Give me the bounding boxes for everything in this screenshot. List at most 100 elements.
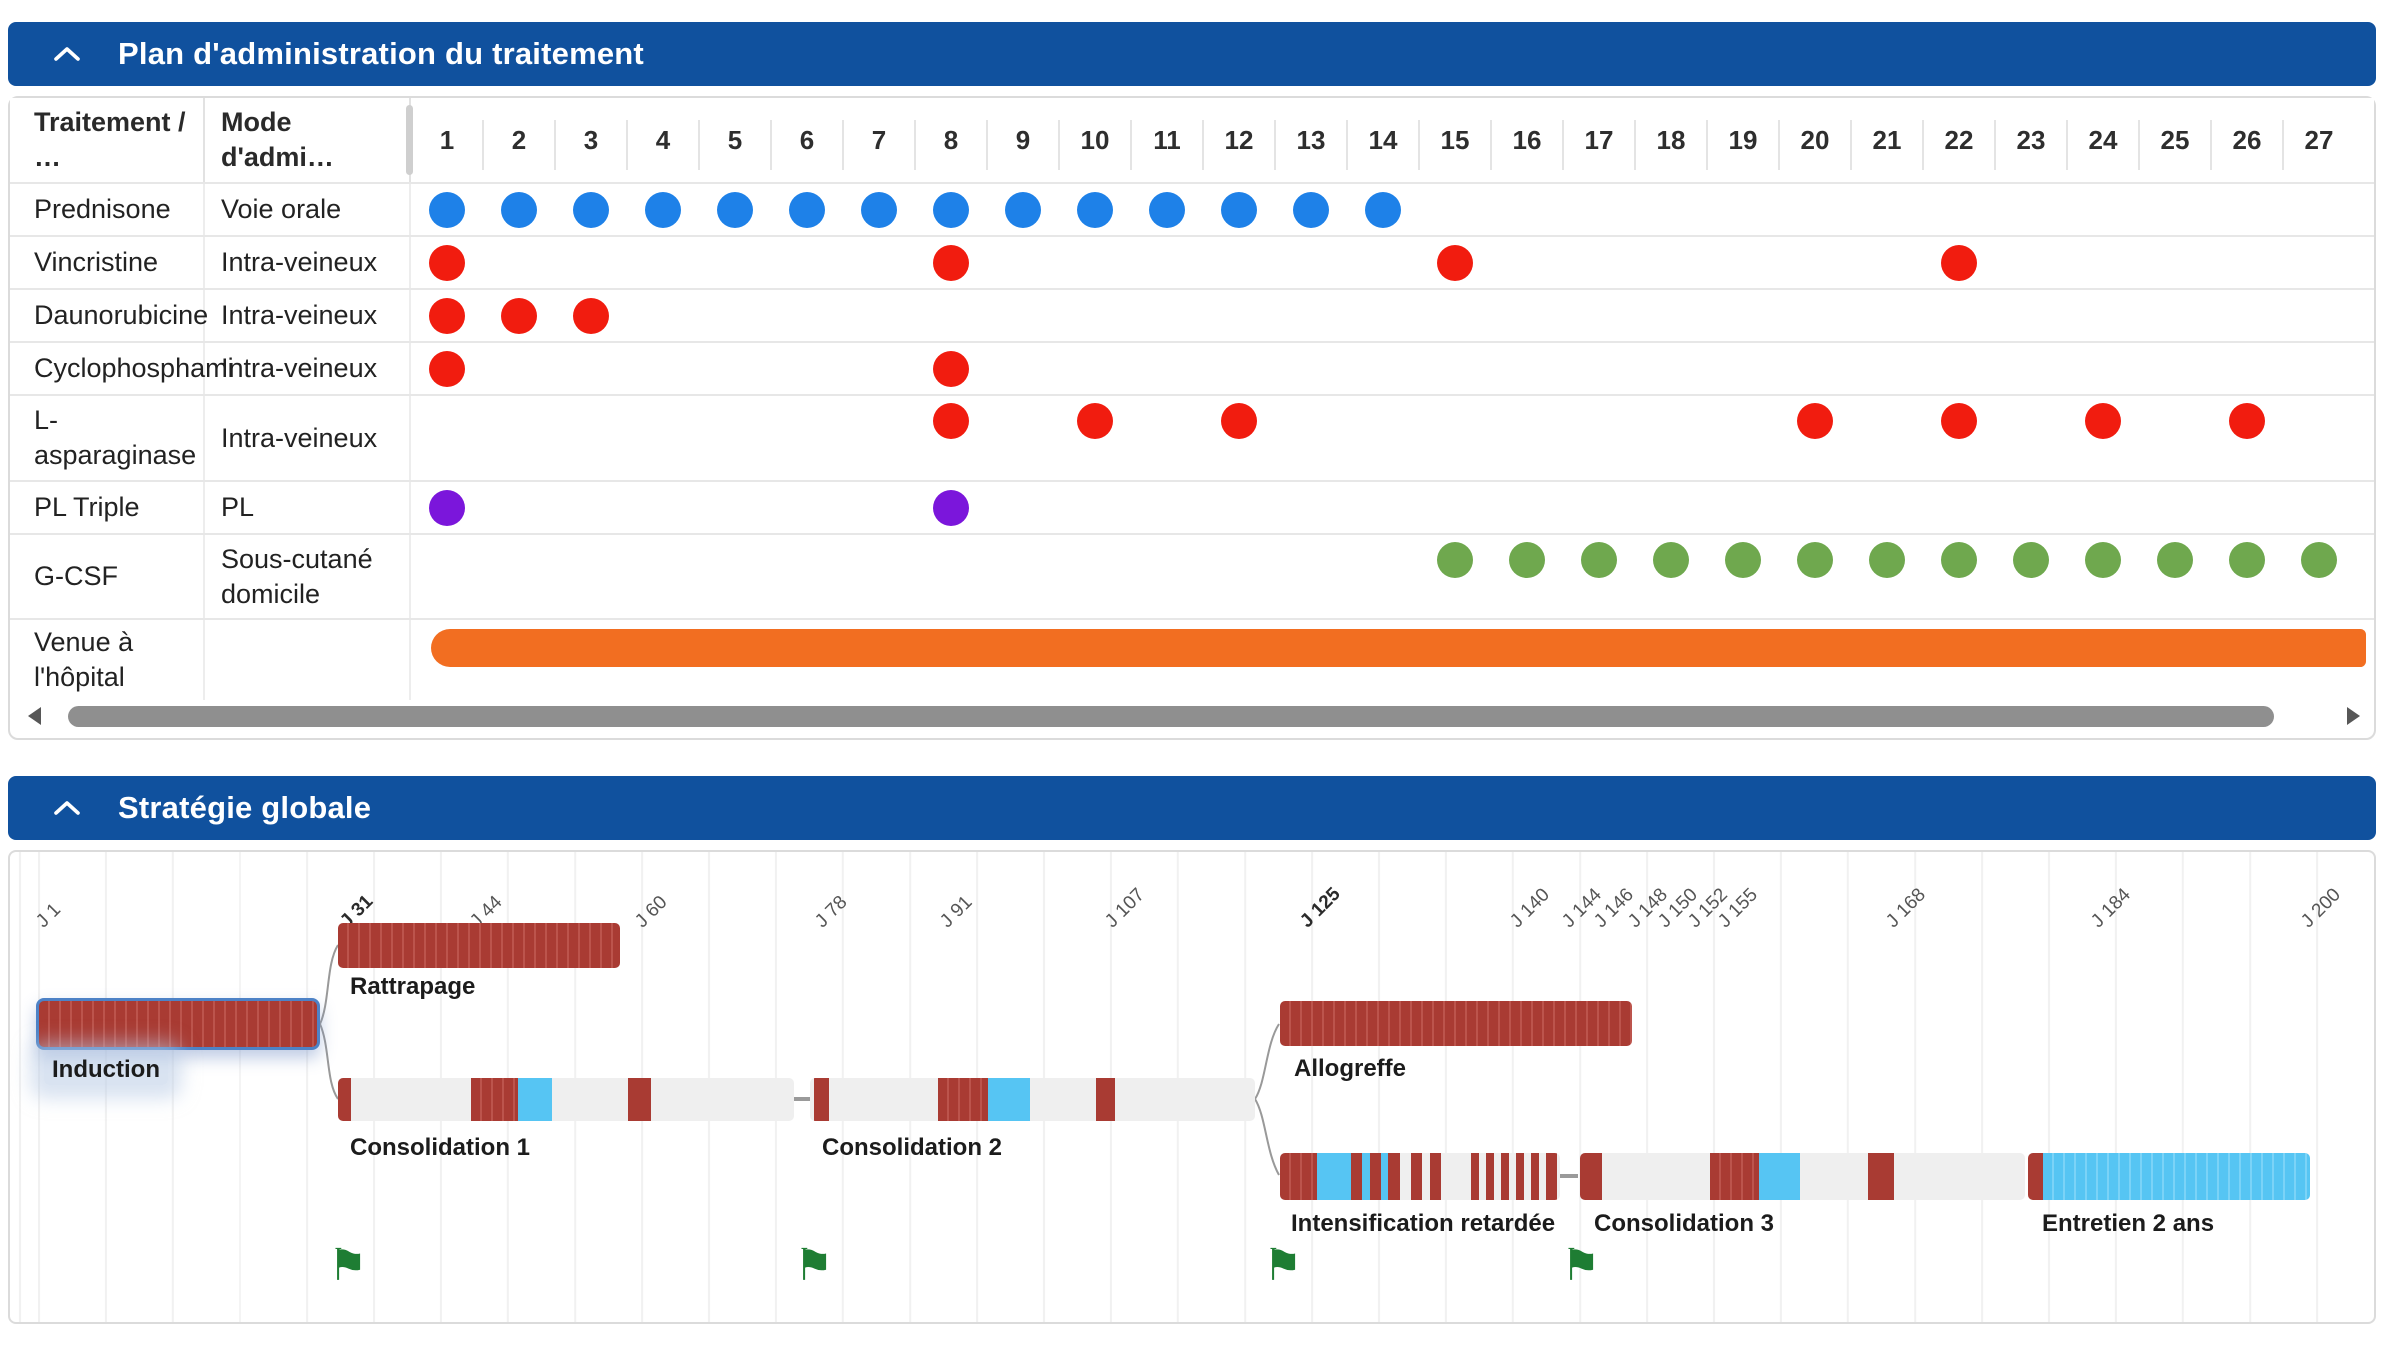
- day-column-header: 3: [554, 98, 627, 182]
- dose-dot[interactable]: [1941, 403, 1977, 439]
- day-grid: [411, 482, 2374, 533]
- treatment-plan-section-header[interactable]: Plan d'administration du traitement: [8, 22, 2376, 86]
- admin-mode: Sous-cutané domicile: [205, 535, 411, 618]
- dose-dot[interactable]: [933, 350, 969, 387]
- day-grid: [411, 535, 2374, 618]
- phase-segment: [1351, 1153, 1362, 1200]
- dose-dot[interactable]: [1437, 244, 1473, 281]
- day-column-header: 22: [1922, 98, 1995, 182]
- axis-day-label: J 140: [1506, 884, 1554, 933]
- dose-dot[interactable]: [1149, 191, 1185, 228]
- dose-dot[interactable]: [1941, 244, 1977, 281]
- gantt-bar-induction[interactable]: [36, 998, 320, 1050]
- dose-dot[interactable]: [933, 403, 969, 439]
- axis-day-label: J 125: [1296, 883, 1345, 933]
- gantt-strip-entretien-2-ans[interactable]: [2028, 1153, 2310, 1200]
- dose-dot[interactable]: [1221, 403, 1257, 439]
- dose-dot[interactable]: [2085, 542, 2121, 578]
- dose-dot[interactable]: [2085, 403, 2121, 439]
- chevron-up-icon[interactable]: [50, 797, 84, 819]
- dose-dot[interactable]: [429, 350, 465, 387]
- dose-dot[interactable]: [573, 297, 609, 334]
- phase-segment: [1580, 1153, 1602, 1200]
- panel-title: Plan d'administration du traitement: [118, 36, 644, 71]
- day-grid: [411, 290, 2374, 341]
- phase-label-induction: Induction: [44, 1055, 168, 1085]
- dose-dot[interactable]: [2229, 403, 2265, 439]
- gantt-strip-consolidation-2[interactable]: [810, 1078, 1255, 1121]
- dose-dot[interactable]: [789, 191, 825, 228]
- milestone-flag-icon: ⚑: [328, 1240, 368, 1291]
- column-resize-handle[interactable]: [406, 105, 413, 175]
- axis-day-label: J 91: [936, 891, 977, 933]
- phase-segment: [1759, 1153, 1800, 1200]
- day-column-header: 25: [2138, 98, 2211, 182]
- dose-dot[interactable]: [933, 489, 969, 526]
- dose-dot[interactable]: [1005, 191, 1041, 228]
- treatment-name: Cyclophosphami: [10, 343, 234, 394]
- dose-dot[interactable]: [429, 297, 465, 334]
- dose-dot[interactable]: [645, 191, 681, 228]
- dose-dot[interactable]: [429, 244, 465, 281]
- dose-dot[interactable]: [573, 191, 609, 228]
- dose-dot[interactable]: [1869, 542, 1905, 578]
- day-column-header: 27: [2282, 98, 2355, 182]
- table-header-row: Traitement / … Mode d'admi… 1 2 3 4 5 6 7 8 9 10 1…: [10, 98, 2374, 182]
- dose-dot[interactable]: [1797, 542, 1833, 578]
- dose-dot[interactable]: [2157, 542, 2193, 578]
- dose-dot[interactable]: [861, 191, 897, 228]
- dose-dot[interactable]: [2013, 542, 2049, 578]
- dose-dot[interactable]: [933, 244, 969, 281]
- day-column-header: 26: [2210, 98, 2283, 182]
- dose-dot[interactable]: [1437, 542, 1473, 578]
- dose-dot[interactable]: [1365, 191, 1401, 228]
- gantt-bar-allogreffe[interactable]: [1280, 1001, 1632, 1046]
- strip-connector-dash: [794, 1097, 810, 1101]
- global-strategy-section-header[interactable]: Stratégie globale: [8, 776, 2376, 840]
- gantt-strip-intensification-retardee[interactable]: [1280, 1153, 1560, 1200]
- dose-dot[interactable]: [1509, 542, 1545, 578]
- dose-dot[interactable]: [1653, 542, 1689, 578]
- gantt-bar-rattrapage[interactable]: [338, 923, 620, 968]
- treatment-name: Prednisone: [10, 184, 205, 235]
- dose-dot[interactable]: [501, 191, 537, 228]
- hospital-day-grid: [411, 620, 2374, 700]
- strip-connector-dash: [1560, 1174, 1578, 1178]
- day-grid: [411, 343, 2374, 394]
- treatment-row: Vincristine Intra-veineux: [10, 235, 2374, 288]
- gantt-strip-consolidation-3[interactable]: [1580, 1153, 2025, 1200]
- axis-day-label: J 1: [32, 899, 66, 933]
- chevron-up-icon[interactable]: [50, 43, 84, 65]
- dose-dot[interactable]: [1293, 191, 1329, 228]
- dose-dot[interactable]: [1221, 191, 1257, 228]
- axis-day-label: J 107: [1101, 884, 1149, 933]
- dose-dot[interactable]: [933, 191, 969, 228]
- phase-label-consolidation-3: Consolidation 3: [1594, 1210, 1774, 1237]
- scroll-left-icon[interactable]: [28, 707, 41, 725]
- dose-dot[interactable]: [1581, 542, 1617, 578]
- axis-day-label: J 200: [2297, 884, 2345, 933]
- scrollbar-thumb[interactable]: [68, 706, 2274, 727]
- dose-dot[interactable]: [2229, 542, 2265, 578]
- hospital-stay-bar[interactable]: [431, 629, 2366, 667]
- phase-segment: [1388, 1153, 1400, 1200]
- dose-dot[interactable]: [2301, 542, 2337, 578]
- dose-dot[interactable]: [717, 191, 753, 228]
- dose-dot[interactable]: [1797, 403, 1833, 439]
- treatment-name: L-asparaginase: [10, 396, 205, 480]
- dose-dot[interactable]: [429, 191, 465, 228]
- phase-segment: [1411, 1153, 1422, 1200]
- dose-dot[interactable]: [501, 297, 537, 334]
- dose-dot[interactable]: [1725, 542, 1761, 578]
- dose-dot[interactable]: [429, 489, 465, 526]
- dose-dot[interactable]: [1077, 403, 1113, 439]
- dose-dot[interactable]: [1941, 542, 1977, 578]
- treatment-plan-table: Traitement / … Mode d'admi… 1 2 3 4 5 6 7 8 9 10 1…: [8, 96, 2376, 740]
- phase-segment: [1381, 1153, 1388, 1200]
- gantt-strip-consolidation-1[interactable]: [338, 1078, 794, 1121]
- day-column-header: 7: [842, 98, 915, 182]
- phase-segment: [1486, 1153, 1494, 1200]
- dose-dot[interactable]: [1077, 191, 1113, 228]
- scroll-right-icon[interactable]: [2347, 707, 2360, 725]
